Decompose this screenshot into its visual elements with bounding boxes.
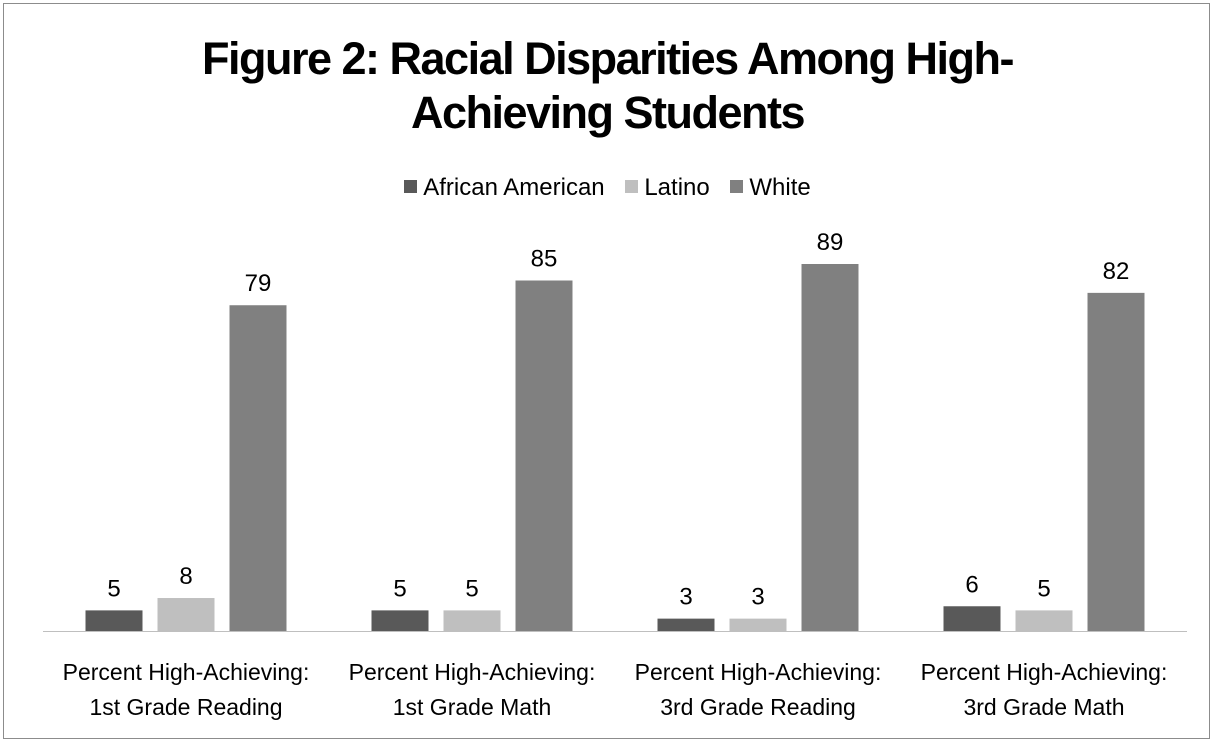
- data-label-african-american-3: 3: [679, 584, 692, 611]
- data-label-latino-3: 3: [751, 584, 764, 611]
- legend-item-african-american: African American: [404, 173, 605, 202]
- bar-latino-1: [157, 598, 215, 631]
- category-label-4-line-2: 3rd Grade Math: [963, 694, 1124, 720]
- legend-item-white: White: [730, 173, 811, 202]
- chart-title: Figure 2: Racial Disparities Among High-…: [0, 32, 1215, 140]
- data-label-latino-1: 8: [179, 563, 192, 590]
- chart-legend: African American Latino White: [0, 173, 1215, 202]
- category-label-3-line-1: Percent High-Achieving:: [635, 659, 882, 685]
- data-label-african-american-4: 6: [965, 571, 978, 598]
- chart-title-line-2: Achieving Students: [410, 87, 806, 138]
- data-label-african-american-1: 5: [107, 575, 120, 602]
- legend-swatch-latino: [625, 179, 639, 193]
- bar-latino-4: [1015, 610, 1073, 631]
- data-label-white-2: 85: [531, 245, 558, 272]
- category-label-2-line-2: 1st Grade Math: [393, 694, 552, 720]
- legend-swatch-african-american: [404, 179, 418, 193]
- legend-label-white: White: [749, 173, 811, 201]
- data-label-white-4: 82: [1103, 258, 1130, 285]
- category-label-1-line-2: 1st Grade Reading: [89, 694, 282, 720]
- data-label-latino-4: 5: [1037, 575, 1050, 602]
- category-label-2-line-1: Percent High-Achieving:: [349, 659, 596, 685]
- data-label-african-american-2: 5: [393, 575, 406, 602]
- category-label-1-line-1: Percent High-Achieving:: [63, 659, 310, 685]
- chart-title-line-1: Figure 2: Racial Disparities Among High-: [202, 33, 1014, 84]
- bar-latino-2: [443, 610, 501, 631]
- data-label-latino-2: 5: [465, 575, 478, 602]
- bar-white-4: [1087, 292, 1145, 631]
- legend-label-latino: Latino: [644, 173, 710, 201]
- bar-white-3: [801, 264, 859, 631]
- category-label-4-line-1: Percent High-Achieving:: [921, 659, 1168, 685]
- category-label-3-line-2: 3rd Grade Reading: [660, 694, 856, 720]
- bar-african-american-1: [85, 610, 143, 631]
- legend-swatch-white: [730, 179, 744, 193]
- bar-african-american-4: [943, 606, 1001, 631]
- data-label-white-1: 79: [245, 270, 272, 297]
- bar-african-american-3: [657, 618, 715, 631]
- bar-latino-3: [729, 618, 787, 631]
- bar-white-2: [515, 280, 573, 631]
- bar-white-1: [229, 305, 287, 631]
- legend-item-latino: Latino: [625, 173, 710, 202]
- legend-label-african-american: African American: [423, 173, 605, 201]
- data-label-white-3: 89: [817, 229, 844, 256]
- bar-african-american-2: [371, 610, 429, 631]
